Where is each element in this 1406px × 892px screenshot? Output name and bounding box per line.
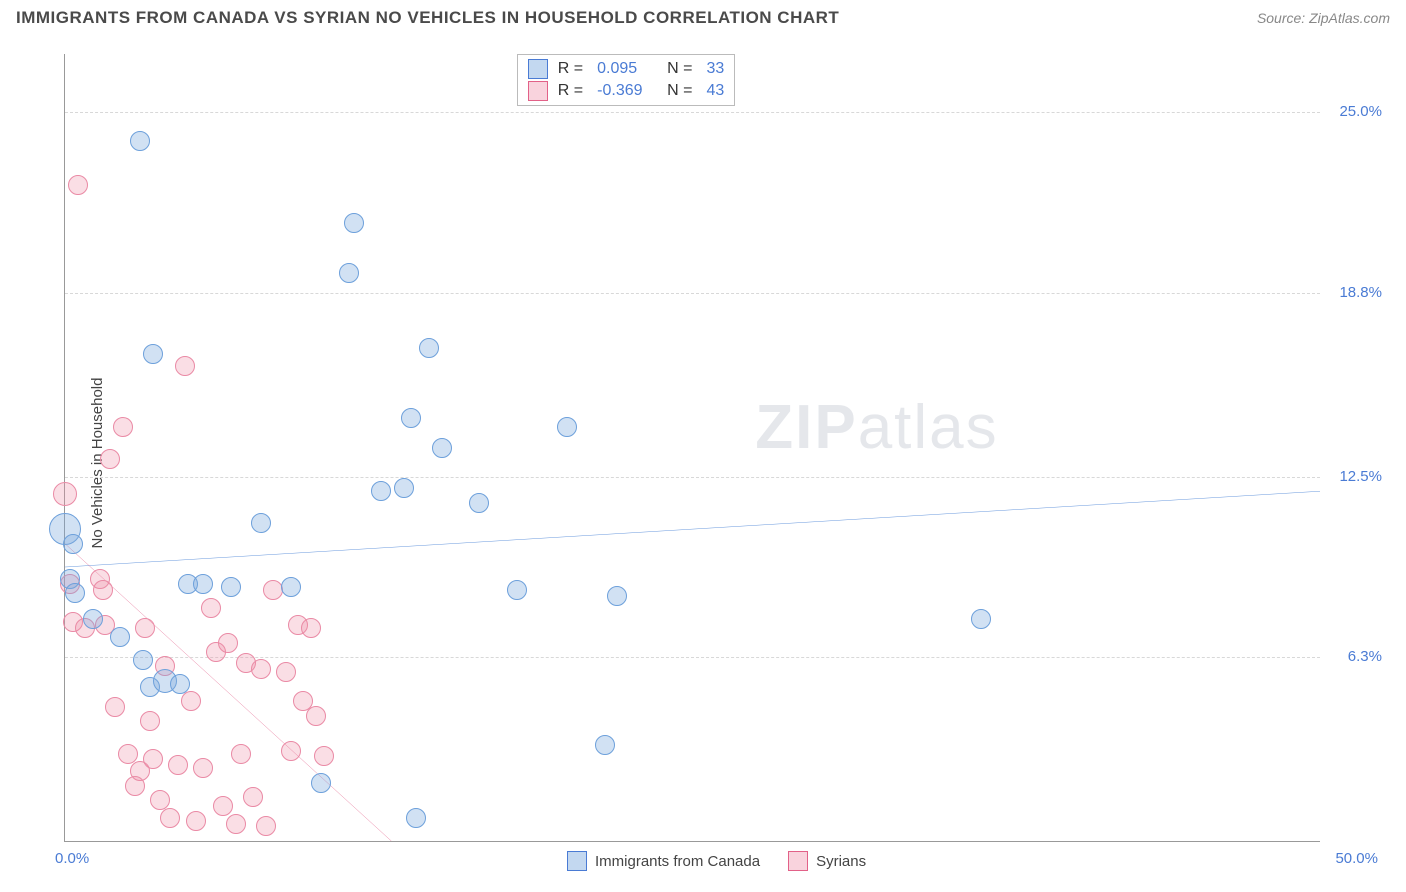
scatter-point (181, 691, 201, 711)
scatter-point (557, 417, 577, 437)
x-tick-label: 0.0% (55, 850, 89, 867)
scatter-point (130, 131, 150, 151)
scatter-point (118, 744, 138, 764)
y-tick-label: 18.8% (1339, 284, 1382, 301)
scatter-point (133, 650, 153, 670)
scatter-point (226, 814, 246, 834)
n-label: N = (667, 82, 692, 100)
source-label: Source: ZipAtlas.com (1257, 10, 1390, 26)
scatter-point (251, 513, 271, 533)
r-label: R = (558, 82, 583, 100)
legend-item: Syrians (788, 851, 866, 871)
y-tick-label: 6.3% (1348, 648, 1382, 665)
gridline (65, 293, 1320, 294)
scatter-point (276, 662, 296, 682)
scatter-point (186, 811, 206, 831)
scatter-point (469, 493, 489, 513)
scatter-point (65, 583, 85, 603)
scatter-point (135, 618, 155, 638)
scatter-point (306, 706, 326, 726)
scatter-point (193, 758, 213, 778)
scatter-point (140, 711, 160, 731)
correlation-legend: R = 0.095 N = 33 R = -0.369 N = 43 (517, 54, 735, 106)
chart-title: IMMIGRANTS FROM CANADA VS SYRIAN NO VEHI… (16, 8, 839, 28)
scatter-point (314, 746, 334, 766)
scatter-point (607, 586, 627, 606)
legend-label: Syrians (816, 853, 866, 870)
scatter-point (168, 755, 188, 775)
scatter-point (53, 482, 77, 506)
scatter-point (281, 741, 301, 761)
scatter-point (432, 438, 452, 458)
scatter-point (63, 534, 83, 554)
scatter-point (93, 580, 113, 600)
scatter-point (175, 356, 195, 376)
n-value: 43 (706, 82, 724, 100)
scatter-point (170, 674, 190, 694)
scatter-point (110, 627, 130, 647)
watermark: ZIPatlas (755, 392, 998, 463)
scatter-point (344, 213, 364, 233)
scatter-point (311, 773, 331, 793)
scatter-point (251, 659, 271, 679)
legend-swatch (567, 851, 587, 871)
scatter-point (231, 744, 251, 764)
legend-swatch (528, 59, 548, 79)
scatter-point (143, 344, 163, 364)
scatter-point (160, 808, 180, 828)
scatter-point (971, 609, 991, 629)
correlation-row: R = -0.369 N = 43 (528, 81, 724, 101)
scatter-point (595, 735, 615, 755)
series-legend: Immigrants from Canada Syrians (567, 851, 866, 871)
correlation-row: R = 0.095 N = 33 (528, 59, 724, 79)
scatter-point (143, 749, 163, 769)
scatter-point (507, 580, 527, 600)
scatter-point (281, 577, 301, 597)
scatter-point (256, 816, 276, 836)
scatter-point (100, 449, 120, 469)
scatter-point (113, 417, 133, 437)
scatter-point (371, 481, 391, 501)
scatter-point (221, 577, 241, 597)
scatter-point (339, 263, 359, 283)
scatter-point (213, 796, 233, 816)
scatter-point (419, 338, 439, 358)
scatter-point (201, 598, 221, 618)
scatter-point (243, 787, 263, 807)
legend-swatch (528, 81, 548, 101)
chart-container: No Vehicles in Household 6.3%12.5%18.8%2… (16, 42, 1390, 884)
scatter-point (68, 175, 88, 195)
r-value: 0.095 (597, 60, 657, 78)
plot-area: 6.3%12.5%18.8%25.0%0.0%50.0%ZIPatlasR =0… (64, 54, 1320, 842)
legend-swatch (788, 851, 808, 871)
r-value: -0.369 (597, 82, 657, 100)
scatter-point (301, 618, 321, 638)
x-tick-label: 50.0% (1335, 850, 1378, 867)
scatter-point (406, 808, 426, 828)
scatter-point (83, 609, 103, 629)
scatter-point (193, 574, 213, 594)
gridline (65, 477, 1320, 478)
scatter-point (401, 408, 421, 428)
y-tick-label: 25.0% (1339, 103, 1382, 120)
y-tick-label: 12.5% (1339, 468, 1382, 485)
scatter-point (218, 633, 238, 653)
scatter-point (105, 697, 125, 717)
n-value: 33 (706, 60, 724, 78)
legend-label: Immigrants from Canada (595, 853, 760, 870)
n-label: N = (667, 60, 692, 78)
gridline (65, 112, 1320, 113)
trend-lines (65, 54, 1320, 841)
legend-item: Immigrants from Canada (567, 851, 760, 871)
r-label: R = (558, 60, 583, 78)
scatter-point (394, 478, 414, 498)
